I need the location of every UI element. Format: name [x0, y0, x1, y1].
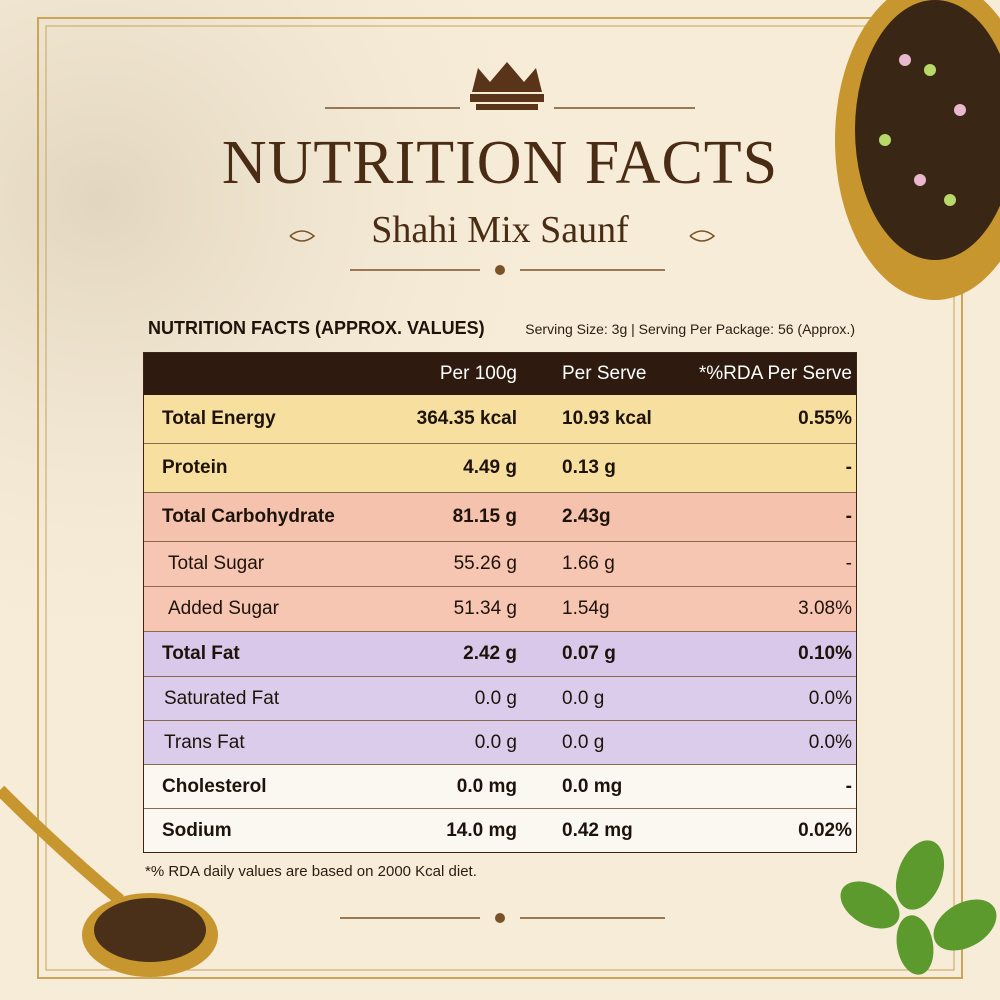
nutrient-name: Total Carbohydrate: [162, 506, 335, 527]
table-row: Saturated Fat 0.0 g 0.0 g 0.0%: [144, 677, 856, 721]
value-cell: 364.35 kcal: [416, 408, 517, 429]
value-cell: 0.07 g: [562, 643, 616, 664]
table-row: Cholesterol 0.0 mg 0.0 mg -: [144, 765, 856, 809]
nutrient-name: Total Fat: [162, 643, 240, 664]
table-row: Added Sugar 51.34 g 1.54g 3.08%: [144, 587, 856, 632]
table-row: Total Sugar 55.26 g 1.66 g -: [144, 542, 856, 587]
footnote: *% RDA daily values are based on 2000 Kc…: [145, 863, 477, 880]
value-cell: 14.0 mg: [446, 819, 517, 841]
header-cell: Per 100g: [439, 363, 517, 384]
nutrient-name: Sodium: [162, 819, 232, 841]
value-cell: 0.0 g: [474, 687, 517, 709]
serving-info: Serving Size: 3g | Serving Per Package: …: [525, 321, 855, 337]
value-cell: 0.02%: [798, 819, 852, 841]
header-cell: Per Serve: [562, 363, 647, 384]
value-cell: 0.0%: [808, 731, 852, 753]
nutrient-name: Saturated Fat: [164, 687, 280, 709]
nutrition-table: Per 100g Per Serve *%RDA Per Serve Total En…: [143, 352, 857, 853]
header-row: Per 100g Per Serve *%RDA Per Serve: [144, 353, 856, 395]
table-row: Protein 4.49 g 0.13 g -: [144, 444, 856, 493]
table-row: Sodium 14.0 mg 0.42 mg 0.02%: [144, 809, 856, 852]
table-row: Total Energy 364.35 kcal 10.93 kcal 0.55%: [144, 395, 856, 444]
nutrient-name: Total Sugar: [168, 553, 265, 574]
value-cell: 0.0 mg: [456, 775, 517, 797]
table-heading: NUTRITION FACTS (APPROX. VALUES): [148, 318, 485, 338]
table-row: Trans Fat 0.0 g 0.0 g 0.0%: [144, 721, 856, 765]
value-cell: 0.0 g: [474, 731, 517, 753]
header-cell: *%RDA Per Serve: [698, 363, 852, 384]
value-cell: 4.49 g: [463, 457, 517, 478]
nutrient-name: Trans Fat: [164, 731, 245, 753]
value-cell: 81.15 g: [452, 506, 517, 527]
value-cell: 0.10%: [798, 643, 852, 664]
table-row: Total Fat 2.42 g 0.07 g 0.10%: [144, 632, 856, 677]
nutrient-name: Cholesterol: [162, 775, 267, 797]
value-cell: -: [845, 457, 852, 478]
value-cell: 0.55%: [798, 408, 852, 429]
value-cell: 2.42 g: [463, 643, 517, 664]
nutrient-name: Total Energy: [162, 408, 276, 429]
table-row: Total Carbohydrate 81.15 g 2.43g -: [144, 493, 856, 542]
value-cell: 0.0 mg: [562, 775, 623, 797]
value-cell: -: [845, 775, 852, 797]
value-cell: 2.43g: [562, 506, 611, 527]
subtitle: Shahi Mix Saunf: [371, 209, 629, 251]
value-cell: 1.54g: [562, 598, 610, 619]
value-cell: 0.0 g: [562, 731, 605, 753]
nutrient-name: Added Sugar: [168, 598, 279, 619]
value-cell: 0.13 g: [562, 457, 616, 478]
value-cell: 10.93 kcal: [562, 408, 652, 429]
value-cell: 0.42 mg: [562, 819, 633, 841]
value-cell: 1.66 g: [562, 553, 615, 574]
value-cell: 51.34 g: [453, 598, 517, 619]
value-cell: 0.0%: [808, 687, 852, 709]
title: NUTRITION FACTS: [221, 129, 779, 197]
value-cell: 3.08%: [798, 598, 852, 619]
value-cell: -: [845, 553, 852, 574]
value-cell: 55.26 g: [453, 553, 517, 574]
value-cell: -: [845, 506, 852, 527]
nutrient-name: Protein: [162, 457, 228, 478]
value-cell: 0.0 g: [562, 687, 605, 709]
